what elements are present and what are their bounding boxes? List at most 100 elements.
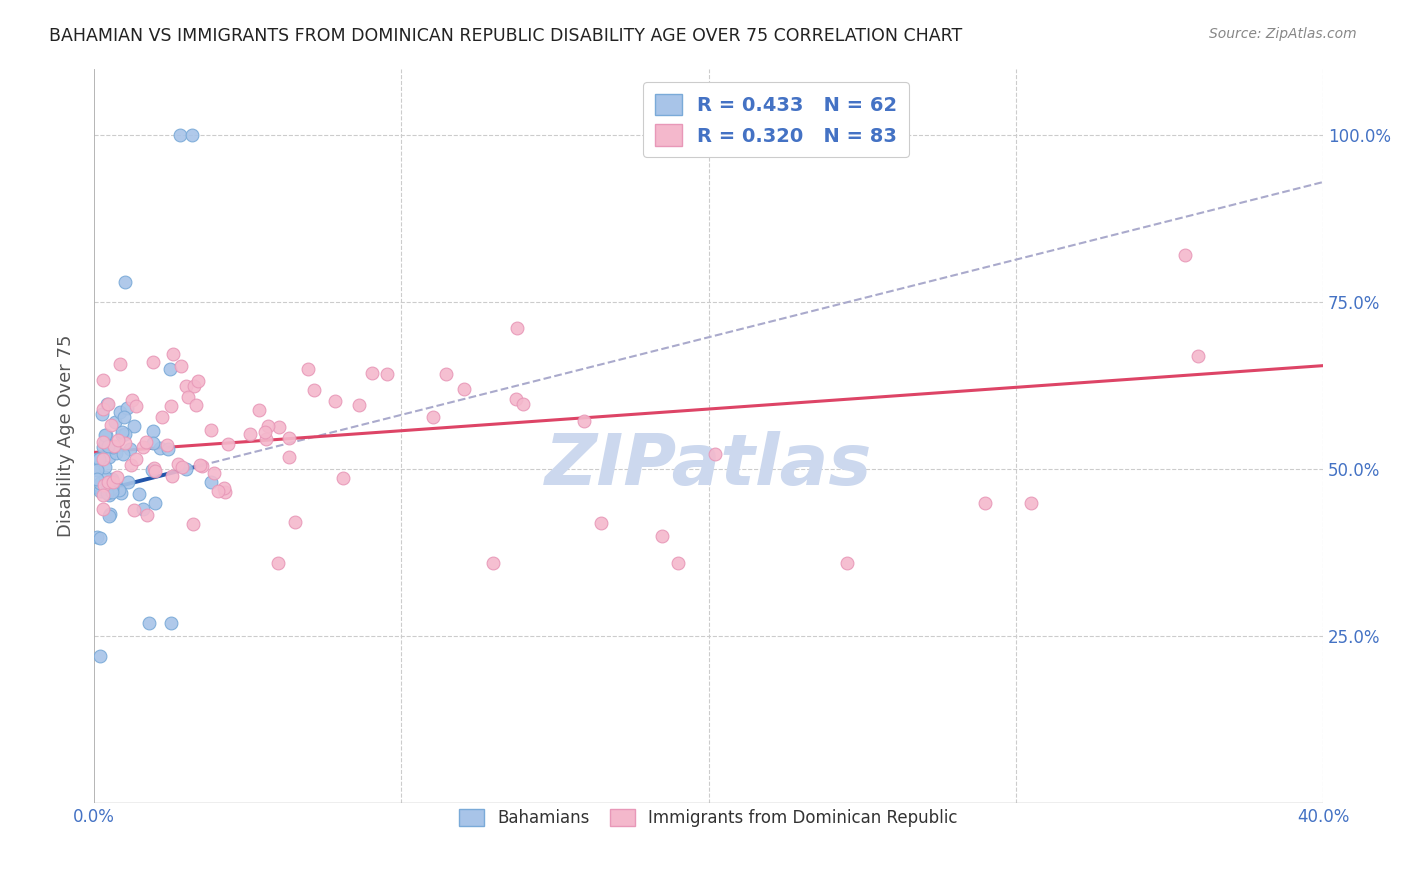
Text: ZIPatlas: ZIPatlas xyxy=(546,431,872,500)
Point xyxy=(91,402,114,417)
Point xyxy=(101,485,124,500)
Point xyxy=(97,450,120,465)
Point xyxy=(121,392,143,407)
Point xyxy=(97,439,120,453)
Point xyxy=(191,458,214,473)
Point xyxy=(94,428,117,442)
Point xyxy=(574,414,596,428)
Point xyxy=(159,399,181,413)
Point xyxy=(183,379,205,393)
Point xyxy=(217,436,239,450)
Point xyxy=(239,427,262,442)
Point xyxy=(170,459,193,474)
Point xyxy=(200,475,222,490)
Point xyxy=(174,379,197,393)
Point xyxy=(108,357,131,371)
Point xyxy=(103,439,125,453)
Point xyxy=(110,405,132,419)
Point xyxy=(267,420,290,434)
Point xyxy=(101,475,124,490)
Point xyxy=(86,531,108,545)
Point xyxy=(105,470,128,484)
Point xyxy=(86,463,108,477)
Point xyxy=(156,442,179,456)
Point xyxy=(135,508,157,523)
Point xyxy=(128,486,150,500)
Point xyxy=(112,409,135,424)
Point xyxy=(110,486,132,500)
Point xyxy=(101,481,124,495)
Point xyxy=(453,382,475,396)
Point xyxy=(703,447,725,461)
Point xyxy=(361,366,384,380)
Point xyxy=(512,397,534,411)
Point xyxy=(181,128,204,143)
Point xyxy=(86,459,108,474)
Point xyxy=(93,436,115,450)
Point xyxy=(143,461,166,475)
Point xyxy=(96,482,118,496)
Point xyxy=(107,433,129,447)
Point xyxy=(103,440,125,454)
Point xyxy=(666,556,689,570)
Point xyxy=(125,452,148,467)
Point xyxy=(91,484,114,499)
Point xyxy=(90,407,112,421)
Point xyxy=(589,516,612,530)
Point xyxy=(91,452,114,467)
Point xyxy=(105,446,128,460)
Point xyxy=(100,483,122,497)
Point xyxy=(170,359,193,373)
Point xyxy=(277,450,299,465)
Point xyxy=(200,423,222,437)
Point xyxy=(141,463,163,477)
Point xyxy=(94,428,117,442)
Point xyxy=(131,441,153,455)
Point xyxy=(97,475,120,489)
Point xyxy=(93,478,115,492)
Point xyxy=(1174,248,1197,262)
Point xyxy=(482,556,505,570)
Point xyxy=(214,485,236,500)
Point xyxy=(257,418,280,433)
Point xyxy=(247,403,270,417)
Point xyxy=(253,425,276,439)
Point xyxy=(332,471,354,485)
Point xyxy=(159,362,181,376)
Point xyxy=(89,531,111,545)
Point xyxy=(166,457,188,471)
Point xyxy=(98,488,121,502)
Point xyxy=(101,471,124,485)
Point xyxy=(142,355,165,369)
Point xyxy=(96,397,118,411)
Point xyxy=(187,375,209,389)
Point xyxy=(125,399,148,413)
Point xyxy=(159,615,181,630)
Point xyxy=(111,425,134,439)
Point xyxy=(214,481,236,495)
Point xyxy=(94,460,117,475)
Point xyxy=(97,509,120,524)
Point xyxy=(325,394,347,409)
Point xyxy=(114,436,136,450)
Point xyxy=(97,397,120,411)
Point xyxy=(143,464,166,478)
Point xyxy=(284,516,307,530)
Point xyxy=(91,373,114,387)
Point xyxy=(142,424,165,438)
Point xyxy=(98,508,121,522)
Point xyxy=(89,649,111,664)
Point xyxy=(651,529,673,543)
Point xyxy=(87,451,110,466)
Text: BAHAMIAN VS IMMIGRANTS FROM DOMINICAN REPUBLIC DISABILITY AGE OVER 75 CORRELATIO: BAHAMIAN VS IMMIGRANTS FROM DOMINICAN RE… xyxy=(49,27,963,45)
Point xyxy=(91,440,114,454)
Point xyxy=(91,502,114,516)
Point xyxy=(120,458,142,472)
Point xyxy=(174,462,197,476)
Point xyxy=(162,346,184,360)
Point xyxy=(202,466,225,480)
Text: Source: ZipAtlas.com: Source: ZipAtlas.com xyxy=(1209,27,1357,41)
Point xyxy=(267,556,290,570)
Point xyxy=(96,486,118,500)
Point xyxy=(302,383,325,397)
